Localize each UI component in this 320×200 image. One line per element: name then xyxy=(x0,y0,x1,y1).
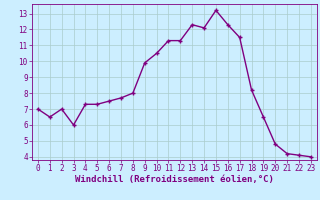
X-axis label: Windchill (Refroidissement éolien,°C): Windchill (Refroidissement éolien,°C) xyxy=(75,175,274,184)
